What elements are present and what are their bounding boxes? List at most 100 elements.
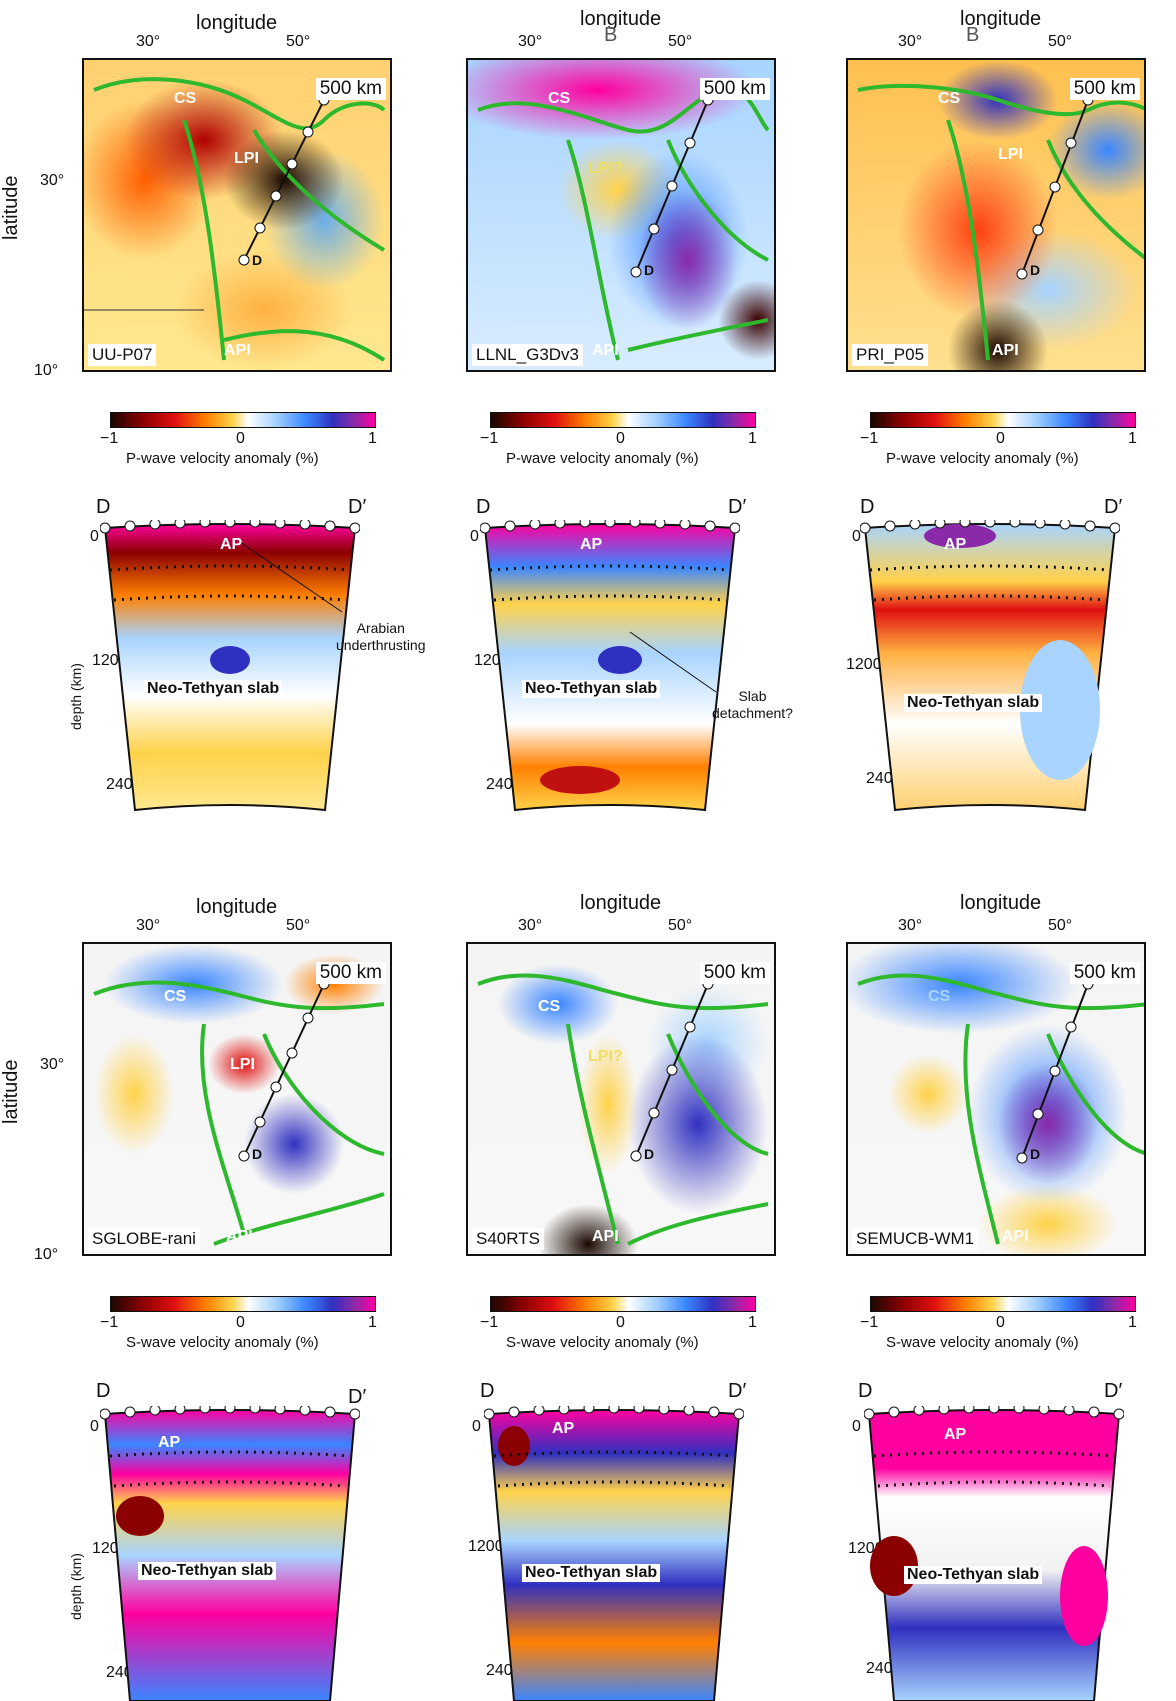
s-colorbar-1: [110, 1296, 376, 1312]
colorbar-max: 1: [1128, 430, 1137, 447]
colorbar-min: −1: [100, 1314, 119, 1331]
annotation-arabian-underthrusting: Arabian underthrusting: [336, 620, 426, 654]
colorbar-title: S-wave velocity anomaly (%): [506, 1334, 699, 1351]
model-name: S40RTS: [472, 1228, 544, 1250]
cross-section-llnl-g3dv3: [480, 520, 740, 812]
lon-tick-30: 30°: [136, 917, 161, 934]
p-colorbar-1: [110, 412, 376, 428]
slab-label: Neo-Tethyan slab: [904, 694, 1043, 712]
lat-tick-10: 10°: [34, 1246, 59, 1263]
colorbar-mid: 0: [236, 1314, 245, 1331]
longitude-label: longitude: [580, 892, 662, 914]
colorbar-mid: 0: [616, 1314, 625, 1331]
scale-bar-label: 500 km: [699, 78, 770, 100]
region-cs: CS: [174, 90, 197, 107]
section-end-d-prime: D′: [1104, 496, 1123, 518]
section-start-d: D: [96, 1380, 111, 1402]
region-cs: CS: [938, 90, 961, 107]
region-ap: AP: [580, 536, 603, 553]
colorbar-title: S-wave velocity anomaly (%): [886, 1334, 1079, 1351]
scale-bar-label: 500 km: [315, 962, 386, 984]
region-ap: AP: [944, 536, 967, 553]
colorbar-mid: 0: [996, 430, 1005, 447]
depth-tick-0: 0: [470, 528, 479, 545]
region-ap: AP: [220, 536, 243, 553]
colorbar-min: −1: [480, 1314, 499, 1331]
section-end-d-prime: D′: [728, 496, 747, 518]
region-lpi: LPI: [234, 150, 259, 167]
scale-bar-label: 500 km: [315, 78, 386, 100]
colorbar-title: P-wave velocity anomaly (%): [506, 450, 699, 467]
lat-tick-30: 30°: [40, 172, 65, 189]
section-end-d-prime: D′: [728, 1380, 747, 1402]
slab-label: Neo-Tethyan slab: [904, 1566, 1043, 1584]
section-start-d: D: [476, 496, 491, 518]
lon-tick-50: 50°: [668, 917, 693, 934]
slab-label: Neo-Tethyan slab: [144, 680, 283, 698]
region-ap: AP: [944, 1426, 967, 1443]
colorbar-title: P-wave velocity anomaly (%): [886, 450, 1079, 467]
colorbar-min: −1: [860, 1314, 879, 1331]
region-api: API: [592, 342, 619, 359]
section-start-d: D: [480, 1380, 495, 1402]
latitude-label: latitude: [0, 1059, 22, 1125]
annotation-underthrusting: underthrusting: [336, 637, 426, 653]
lon-tick-50: 50°: [1048, 917, 1073, 934]
annotation-arabian: Arabian: [356, 620, 405, 636]
colorbar-max: 1: [748, 430, 757, 447]
annotation-detachment: detachment?: [712, 705, 793, 721]
scale-bar-label: 500 km: [699, 962, 770, 984]
depth-tick-0: 0: [472, 1418, 481, 1435]
lon-tick-50: 50°: [1048, 33, 1073, 50]
lat-tick-10: 10°: [34, 362, 59, 379]
longitude-label: longitude: [580, 8, 662, 30]
s-colorbar-3: [870, 1296, 1136, 1312]
p-colorbar-3: [870, 412, 1136, 428]
cross-section-pri-p05: [860, 520, 1120, 812]
colorbar-max: 1: [1128, 1314, 1137, 1331]
latitude-label: latitude: [0, 175, 22, 241]
model-name: PRI_P05: [852, 344, 929, 366]
depth-tick-0: 0: [90, 528, 99, 545]
lon-tick-30: 30°: [136, 33, 161, 50]
longitude-label: longitude: [196, 12, 278, 34]
tomography-map-sglobe-rani: CS LPI API D 500 km SGLOBE-rani: [82, 942, 392, 1256]
section-start-d: D: [860, 496, 875, 518]
colorbar-mid: 0: [996, 1314, 1005, 1331]
lon-tick-30: 30°: [898, 33, 923, 50]
section-end-d-prime: D′: [1104, 1380, 1123, 1402]
region-api: API: [992, 342, 1019, 359]
slab-label: Neo-Tethyan slab: [138, 1562, 277, 1580]
colorbar-max: 1: [748, 1314, 757, 1331]
region-lpi-q: LPI?: [588, 160, 623, 177]
region-api: API: [592, 1228, 619, 1245]
lon-tick-50: 50°: [286, 33, 311, 50]
scale-bar-label: 500 km: [1069, 78, 1140, 100]
tomography-map-s40rts: CS LPI? API D 500 km S40RTS: [466, 942, 776, 1256]
colorbar-mid: 0: [236, 430, 245, 447]
tomography-map-semucb-wm1: CS API D 500 km SEMUCB-WM1: [846, 942, 1146, 1256]
colorbar-max: 1: [368, 1314, 377, 1331]
lon-tick-30: 30°: [518, 917, 543, 934]
depth-axis-label: depth (km): [68, 1553, 84, 1620]
tomography-map-uu-p07: CS LPI API D 500 km UU-P07: [82, 58, 392, 372]
p-colorbar-2: [490, 412, 756, 428]
region-cs: CS: [538, 998, 561, 1015]
depth-tick-0: 0: [852, 1418, 861, 1435]
profile-end-d: D: [252, 1146, 263, 1162]
colorbar-mid: 0: [616, 430, 625, 447]
depth-tick-0: 0: [90, 1418, 99, 1435]
depth-tick-1200: 1200: [468, 1538, 504, 1555]
model-name: SGLOBE-rani: [88, 1228, 200, 1250]
profile-label-b: B: [604, 24, 618, 46]
annotation-slab-detachment: Slab detachment?: [712, 688, 793, 722]
region-cs: CS: [548, 90, 571, 107]
profile-end-d: D: [1030, 262, 1041, 278]
colorbar-min: −1: [860, 430, 879, 447]
cross-section-semucb-wm1: [864, 1406, 1124, 1701]
lon-tick-50: 50°: [668, 33, 693, 50]
section-start-d: D: [96, 496, 111, 518]
colorbar-title: S-wave velocity anomaly (%): [126, 1334, 319, 1351]
region-lpi-q: LPI?: [588, 1048, 623, 1065]
slab-label: Neo-Tethyan slab: [522, 680, 661, 698]
